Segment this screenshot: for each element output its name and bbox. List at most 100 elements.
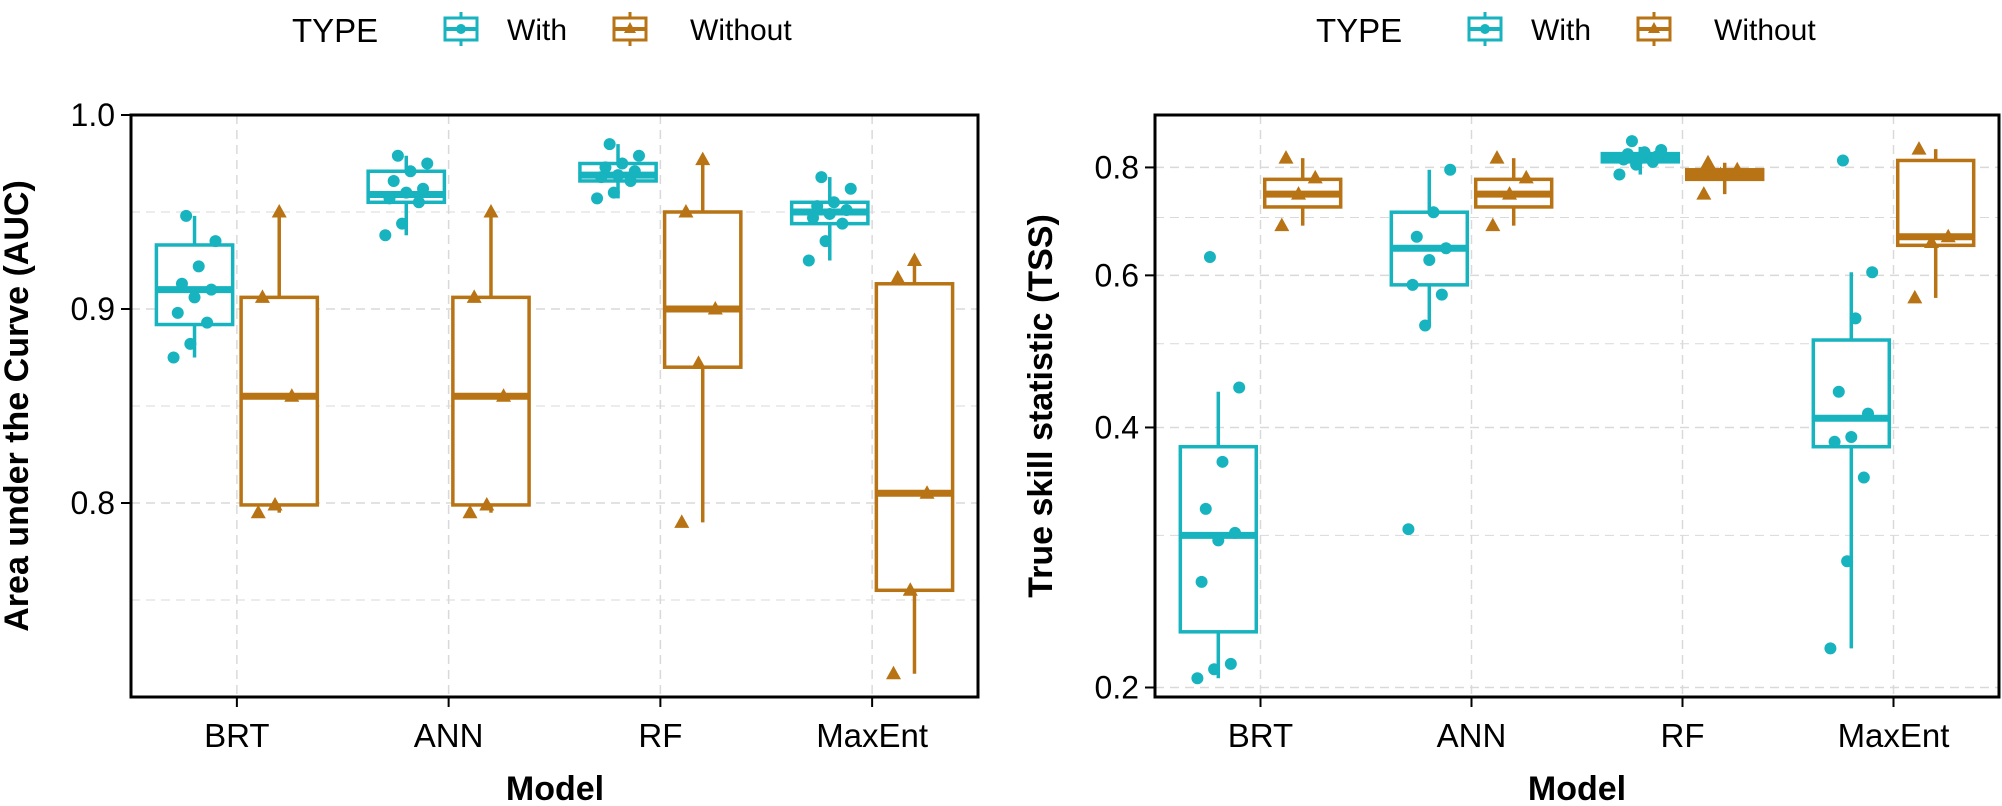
legend-label-with: With [1531, 14, 1591, 47]
data-point [1621, 148, 1634, 161]
auc-plot-border [129, 113, 980, 699]
data-point [1444, 163, 1457, 176]
data-point [284, 388, 300, 402]
data-point [886, 665, 902, 680]
x-tick-label: RF [638, 717, 682, 754]
data-point [807, 211, 820, 224]
data-point [209, 235, 222, 248]
data-point [707, 301, 723, 315]
data-point [836, 217, 849, 230]
data-point [412, 196, 425, 209]
data-point [1729, 161, 1745, 176]
data-point [1940, 228, 1956, 243]
box-without-ann [451, 204, 531, 519]
legend-label-without: Without [1714, 14, 1816, 47]
data-point [1841, 555, 1854, 568]
box-with-brt [1178, 251, 1259, 685]
data-point [1208, 663, 1221, 676]
data-point [254, 289, 270, 303]
data-point [1613, 168, 1626, 181]
data-point [1191, 672, 1204, 685]
data-point [1410, 230, 1423, 243]
data-point [417, 182, 430, 195]
auc-y-ticks: 0.8 0.9 1.0 [71, 97, 131, 521]
tss-x-ticks: BRT ANN RF MaxEnt [1228, 697, 1950, 754]
data-point [180, 209, 193, 222]
data-point [1696, 186, 1712, 200]
data-point [674, 514, 690, 528]
data-point [1832, 385, 1845, 398]
data-point [1203, 251, 1216, 264]
data-point [1199, 502, 1212, 515]
data-point [1229, 526, 1242, 539]
data-point [479, 496, 495, 511]
box-with-maxent [789, 171, 870, 267]
box-without-rf [662, 151, 743, 528]
x-tick-label: BRT [1228, 717, 1293, 754]
data-point [819, 235, 832, 248]
box-with-rf [1600, 135, 1681, 181]
box-with-rf [578, 138, 658, 205]
data-point [188, 291, 201, 304]
data-point [1195, 575, 1208, 588]
data-point [391, 149, 404, 162]
data-point [421, 157, 434, 170]
data-point [201, 316, 214, 329]
auc-x-axis-title: Model [506, 770, 604, 806]
data-point [1419, 319, 1432, 332]
x-tick-label: RF [1661, 717, 1705, 754]
tss-plot-border [1153, 113, 2001, 699]
box-without-ann [1473, 150, 1554, 232]
y-tick-label: 0.4 [1095, 409, 1139, 445]
data-point [250, 504, 266, 519]
tss-x-axis-title: Model [1528, 770, 1626, 806]
data-point [462, 504, 478, 519]
data-point [844, 182, 857, 195]
data-point [1212, 534, 1225, 547]
data-point [1435, 288, 1448, 301]
data-point [1824, 642, 1837, 655]
data-point [691, 355, 707, 369]
y-tick-label: 0.6 [1095, 257, 1139, 293]
legend-key-without [1636, 12, 1672, 46]
data-point [1423, 254, 1436, 267]
data-point [1907, 289, 1923, 304]
tss-marks [1178, 135, 1976, 685]
data-point [496, 388, 512, 402]
legend-label-without: Without [690, 14, 792, 47]
data-point [175, 277, 188, 290]
legend-key-without [612, 12, 648, 46]
x-tick-label: ANN [1437, 717, 1507, 754]
data-point [1713, 166, 1729, 181]
data-point [1278, 150, 1294, 164]
data-point [167, 351, 180, 364]
data-point [1700, 154, 1716, 169]
data-point [400, 186, 413, 199]
data-point [1406, 278, 1419, 291]
x-tick-label: MaxEnt [816, 717, 928, 754]
box-without-brt [1262, 150, 1343, 232]
legend-label-with: With [507, 14, 567, 47]
data-point [840, 204, 853, 217]
data-point [271, 204, 287, 218]
data-point [1216, 455, 1229, 468]
data-point [1857, 471, 1870, 484]
data-point [1274, 217, 1290, 232]
data-point [624, 174, 637, 187]
data-point [1402, 523, 1415, 536]
box-with-ann [1389, 163, 1470, 536]
data-point [1485, 217, 1501, 232]
data-point [591, 192, 604, 205]
data-point [1224, 657, 1237, 670]
box-iqr [1811, 338, 1892, 449]
box-with-maxent [1811, 154, 1892, 655]
auc-y-axis-title: Area under the Curve (AUC) [0, 180, 36, 632]
x-tick-label: MaxEnt [1838, 717, 1950, 754]
data-point [1518, 169, 1534, 184]
x-tick-label: ANN [414, 717, 484, 754]
data-point [1828, 435, 1841, 448]
box-with-brt [154, 209, 235, 364]
auc-legend: TYPE With Without [292, 12, 792, 49]
data-point [466, 289, 482, 303]
